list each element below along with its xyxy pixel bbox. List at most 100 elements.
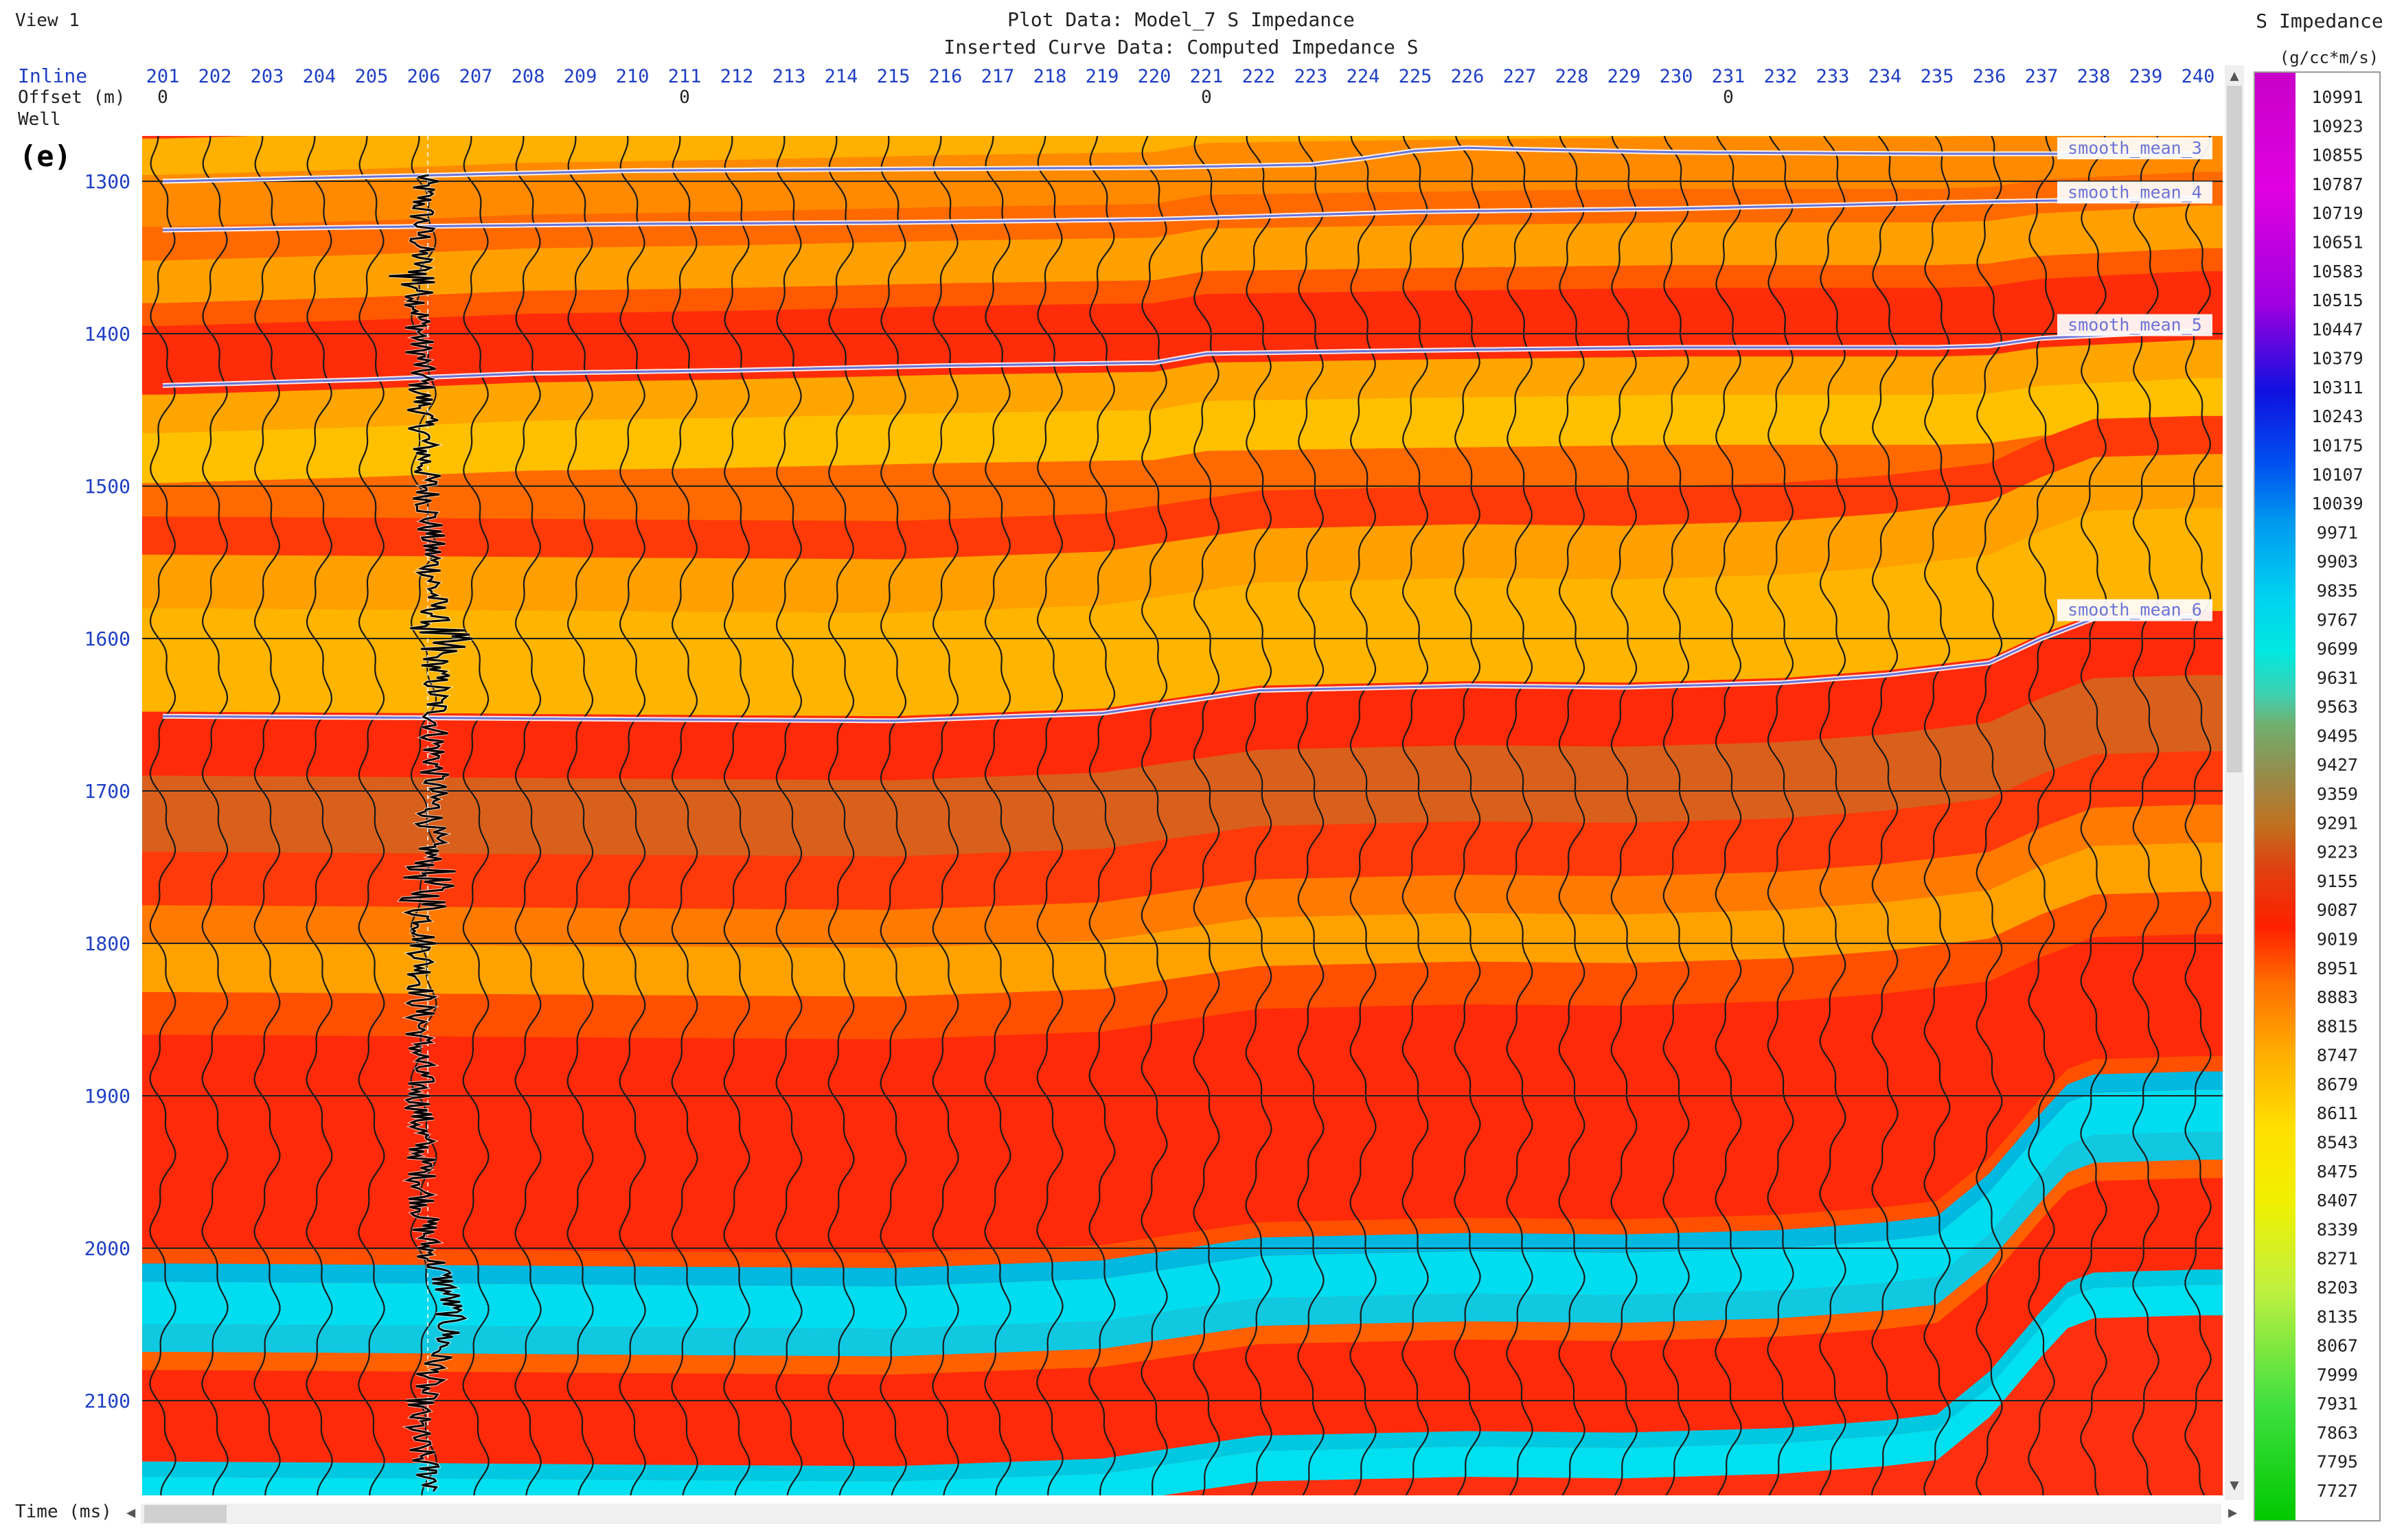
colorbar-label: 10787: [2311, 174, 2363, 194]
horizon-line: [162, 146, 2198, 183]
wiggle-trace: [1715, 136, 1742, 1495]
colorbar-label: 7863: [2317, 1423, 2358, 1443]
colorbar-label: 10311: [2311, 378, 2363, 398]
colorbar-label: 10175: [2311, 436, 2363, 456]
inline-tick-label: 228: [1555, 66, 1589, 87]
colorbar-label: 8543: [2317, 1133, 2358, 1153]
colorbar-frame: [2254, 71, 2381, 1521]
inline-tick-label: 220: [1138, 66, 1171, 87]
impedance-band: [142, 675, 2223, 857]
inline-tick-label: 203: [251, 66, 284, 87]
inline-tick-label: 222: [1242, 66, 1276, 87]
colorbar-label: 10379: [2311, 349, 2363, 369]
impedance-band: [142, 248, 2223, 326]
colorbar-label: 10243: [2311, 406, 2363, 426]
impedance-band: [142, 1090, 2223, 1329]
colorbar-label: 10991: [2311, 87, 2363, 107]
offset-tick-label: 0: [1723, 87, 1734, 108]
inline-tick-label: 202: [198, 66, 232, 87]
impedance-band: [142, 136, 1976, 176]
inline-tick-label: 221: [1190, 66, 1224, 87]
horizon-label-box: [2057, 181, 2212, 204]
inline-tick-label: 211: [668, 66, 702, 87]
wiggle-trace: [514, 136, 542, 1495]
inline-tick-label: 226: [1451, 66, 1485, 87]
inline-tick-labels: 201 202 203 204 205 206 207 208 209 210 211 212 213 2…: [146, 66, 2215, 87]
impedance-band: [142, 934, 2223, 1253]
wiggle-trace: [1819, 136, 1846, 1495]
panel-label: (e): [19, 139, 71, 173]
horizon-label-box: [2057, 599, 2212, 621]
seismic-wiggle-traces: [149, 136, 2212, 1495]
inline-tick-label: 212: [720, 66, 754, 87]
inline-tick-label: 207: [459, 66, 493, 87]
scroll-down-arrow-icon[interactable]: ▼: [2230, 1477, 2239, 1494]
wiggle-trace: [1349, 136, 1377, 1495]
time-tick-label: 1600: [84, 628, 130, 650]
colorbar-label: 8203: [2317, 1278, 2358, 1298]
wiggle-trace: [2132, 136, 2160, 1495]
wiggle-trace: [1245, 136, 1272, 1495]
inline-tick-label: 216: [929, 66, 963, 87]
time-tick-label: 2000: [84, 1237, 130, 1260]
scroll-up-arrow-icon[interactable]: ▲: [2230, 67, 2239, 84]
impedance-band: [142, 611, 2223, 781]
wiggle-trace: [619, 136, 646, 1495]
wiggle-trace: [1193, 136, 1220, 1495]
colorbar-label: 8475: [2317, 1162, 2358, 1182]
inline-tick-label: 218: [1033, 66, 1067, 87]
vertical-scrollbar-thumb[interactable]: [2227, 86, 2242, 772]
inline-tick-label: 240: [2182, 66, 2215, 87]
colorbar-label: 10855: [2311, 146, 2363, 165]
inline-tick-label: 210: [616, 66, 650, 87]
colorbar-title: S Impedance: [2256, 10, 2383, 32]
time-tick-label: 1800: [84, 932, 130, 955]
impedance-band: [142, 454, 2223, 613]
wiggle-trace: [1454, 136, 1481, 1495]
impedance-band: [142, 415, 2223, 522]
scroll-left-arrow-icon[interactable]: ◀: [126, 1504, 136, 1521]
wiggle-trace: [2028, 136, 2055, 1495]
horizon-lines: [162, 145, 2199, 724]
colorbar-label: 8883: [2317, 987, 2358, 1007]
impedance-bands: [142, 136, 2223, 1495]
inline-tick-label: 224: [1347, 66, 1380, 87]
horizon-line: [162, 614, 2199, 722]
impedance-band: [142, 1160, 2223, 1375]
horizontal-scrollbar[interactable]: [141, 1504, 2221, 1524]
wiggle-trace: [671, 136, 698, 1495]
horizontal-scrollbar-thumb[interactable]: [144, 1505, 227, 1523]
time-tick-label: 2100: [84, 1390, 130, 1412]
inline-tick-label: 208: [512, 66, 545, 87]
impedance-band: [142, 751, 2223, 910]
inline-tick-label: 235: [1921, 66, 1954, 87]
scroll-right-arrow-icon[interactable]: ▶: [2228, 1504, 2238, 1521]
time-gridlines: [142, 181, 2223, 1401]
wiggle-trace: [149, 136, 176, 1495]
colorbar-label: 10107: [2311, 465, 2363, 485]
colorbar-label: 10039: [2311, 494, 2363, 514]
inline-tick-label: 233: [1816, 66, 1850, 87]
colorbar-label: 9155: [2317, 871, 2358, 891]
inline-tick-label: 229: [1607, 66, 1641, 87]
colorbar-label: 8611: [2317, 1103, 2358, 1123]
impedance-band: [142, 1132, 2223, 1357]
view-label: View 1: [15, 10, 80, 31]
time-tick-label: 1400: [84, 323, 130, 345]
inline-tick-label: 239: [2129, 66, 2163, 87]
inline-tick-label: 231: [1712, 66, 1745, 87]
colorbar-label: 9495: [2317, 726, 2358, 746]
inline-tick-label: 232: [1764, 66, 1798, 87]
time-tick-labels: 1300 1400 1500 1600 1700 1800 1900 2000 2100: [84, 170, 130, 1412]
wiggle-trace: [2080, 136, 2107, 1495]
time-tick-label: 1500: [84, 475, 130, 498]
colorbar-label: 10923: [2311, 116, 2363, 136]
colorbar-label: 8135: [2317, 1307, 2358, 1326]
wiggle-trace: [462, 136, 490, 1495]
wiggle-trace: [1506, 136, 1533, 1495]
wiggle-trace: [566, 136, 594, 1495]
colorbar-label: 9019: [2317, 929, 2358, 949]
impedance-band: [142, 805, 2223, 948]
well-log-trace: [389, 174, 473, 1492]
colorbar-label: 9699: [2317, 639, 2358, 659]
